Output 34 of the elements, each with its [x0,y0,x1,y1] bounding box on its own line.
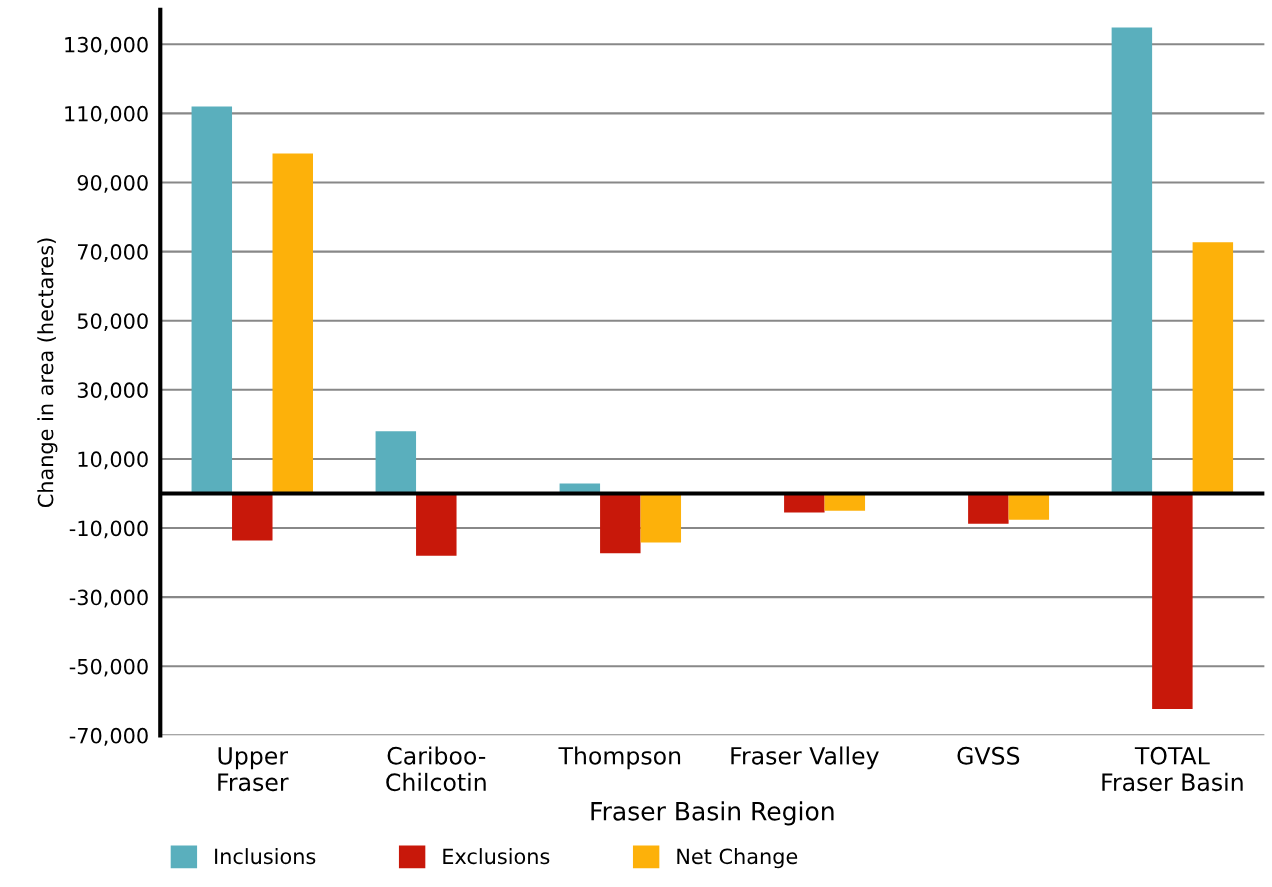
y-tick-label: 50,000 [77,313,148,332]
bar [640,493,682,543]
y-tick-label: -10,000 [69,520,148,539]
y-tick-label: 90,000 [77,174,148,193]
x-tick-label: TOTAL Fraser Basin [1102,746,1243,792]
legend-label: Inclusions [215,848,316,865]
y-tick-label: 70,000 [77,244,148,262]
y-tick-label: 10,000 [78,451,148,470]
legend-label: Exclusions [443,848,550,865]
legend-label: Net Change [677,848,798,869]
bar [1111,27,1153,494]
y-axis-title: Change in area (hectares) [37,238,58,508]
x-tick-label: Upper Fraser [218,747,289,792]
bar [1152,493,1193,710]
bar [375,431,417,494]
x-tick-label: Cariboo- Chilcotin [386,746,486,792]
x-axis-title: Fraser Basin Region [591,801,834,826]
bar [600,493,641,554]
x-tick-label: Fraser Valley [731,746,879,770]
bar [968,493,1009,524]
bar [1008,493,1050,520]
bar [232,493,273,541]
y-tick-label: -70,000 [69,727,148,746]
y-tick-label: 30,000 [77,382,148,401]
y-tick-label: -50,000 [69,658,148,677]
bar [191,106,233,494]
x-tick-label: Thompson [558,746,681,770]
bar [416,493,457,556]
y-tick-label: -30,000 [69,589,148,608]
x-tick-label: GVSS [957,746,1020,765]
bar [1192,242,1234,494]
bar [272,153,314,494]
y-tick-label: 130,000 [65,36,148,55]
y-tick-label: 110,000 [65,105,148,124]
